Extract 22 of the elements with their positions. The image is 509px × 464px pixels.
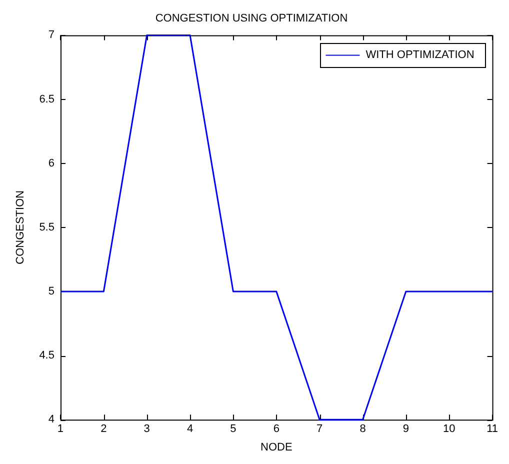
y-tick-label: 6: [48, 157, 54, 170]
y-tick-label: 6.5: [39, 93, 54, 106]
x-tick-label: 8: [360, 423, 366, 436]
y-tick-label: 5.5: [39, 221, 54, 234]
y-tick-label: 4.5: [39, 350, 54, 362]
legend-label: WITH OPTIMIZATION: [366, 49, 474, 62]
y-tick-label: 7: [48, 29, 54, 42]
y-axis-title: CONGESTION: [14, 190, 27, 264]
x-axis-title: NODE: [260, 441, 292, 454]
x-tick-label: 10: [442, 423, 456, 436]
chart-title: CONGESTION USING OPTIMIZATION: [155, 12, 348, 25]
y-tick-label: 4: [48, 414, 54, 426]
x-tick-label: 11: [486, 423, 498, 436]
x-tick-label: 5: [230, 423, 236, 436]
y-tick-label: 5: [48, 286, 54, 298]
x-tick-label: 2: [100, 423, 107, 436]
x-tick-label: 7: [316, 423, 323, 436]
x-tick-label: 1: [57, 423, 64, 436]
x-tick-label: 3: [144, 423, 150, 436]
x-tick-label: 4: [186, 423, 194, 436]
x-tick-label: 9: [402, 423, 409, 436]
x-tick-label: 6: [273, 423, 280, 436]
